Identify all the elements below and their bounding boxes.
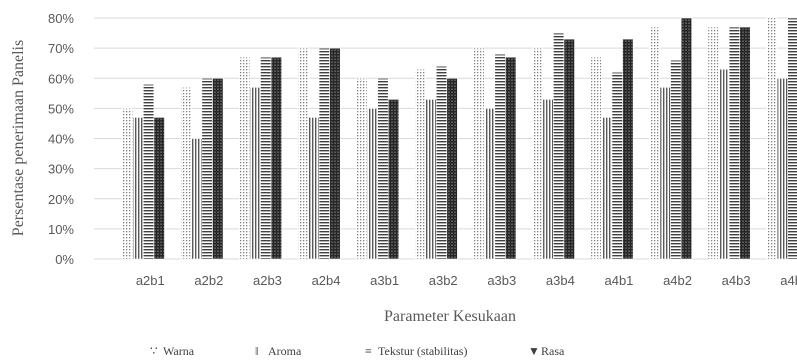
bar-aroma-a4b3 [718,68,730,260]
legend-item-warna: ∵ Warna [150,344,195,358]
bar-warna-a4b4 [766,17,778,260]
bar-rasa-a2b1 [153,117,165,260]
bar-aroma-a4b2 [659,86,671,260]
bar-aroma-a3b4 [542,99,554,260]
x-axis-title: Parameter Kesukaan [384,308,516,325]
legend-label: Warna [163,344,195,358]
y-axis-title: Persentase penerimaan Panelis [10,40,27,236]
bar-tekstur-a3b1 [377,77,389,260]
legend-swatch: ▼ [528,344,540,358]
bar-warna-a2b1 [121,108,133,260]
x-tick-label: a2b4 [312,273,341,288]
bar-warna-a4b1 [590,56,602,260]
bar-rasa-a4b1 [622,38,634,260]
bar-rasa-a3b3 [505,56,517,260]
bar-tekstur-a2b2 [201,77,213,260]
legend-label: Tekstur (stabilitas) [378,344,467,358]
legend-item-rasa: ▼ Rasa [528,344,565,358]
y-tick-label: 0% [55,252,74,267]
y-axis-ticks: 0% 10% 20% 30% 40% 50% 60% 70% 80% [48,11,74,267]
x-tick-label: a4b4 [780,273,797,288]
bar-warna-a3b4 [531,47,544,260]
x-tick-label: a4b3 [722,273,751,288]
x-axis-ticks: a2b1 a2b2 a2b3 a2b4 a3b1 a3b2 a3b3 a3b4 a4b1 a4b2… [136,273,797,288]
y-tick-label: 70% [48,41,74,56]
bar-tekstur-a3b4 [553,32,565,260]
legend-item-tekstur: ≡ Tekstur (stabilitas) [365,344,467,358]
legend-swatch: ‖ [255,344,258,358]
bar-tekstur-a2b4 [318,47,330,260]
bar-warna-a2b2 [180,86,192,260]
bar-rasa-a2b4 [329,47,341,260]
bar-rasa-a2b3 [270,56,282,260]
bar-rasa-a2b2 [212,77,224,260]
x-tick-label: a2b1 [136,273,165,288]
y-tick-label: 60% [48,71,74,86]
x-tick-label: a3b2 [429,273,458,288]
legend: ∵ Warna ‖ Aroma ≡ Tekstur (stabilitas) ▼ Rasa [150,344,565,358]
y-tick-label: 20% [48,192,74,207]
bar-aroma-a3b2 [425,99,437,260]
bar-rasa-a4b3 [739,26,751,260]
bar-rasa-a4b2 [680,17,693,260]
legend-label: Rasa [541,344,565,358]
bar-tekstur-a2b1 [142,83,155,260]
bar-warna-a4b2 [649,26,661,260]
x-tick-label: a4b1 [604,273,633,288]
bar-aroma-a2b2 [190,138,203,260]
bar-rasa-a3b4 [563,38,575,260]
bar-warna-a3b2 [414,68,426,260]
x-tick-label: a3b4 [546,273,575,288]
y-tick-label: 50% [48,101,74,116]
y-tick-label: 10% [48,222,74,237]
bar-aroma-a3b1 [366,108,378,260]
bar-aroma-a2b1 [132,117,144,260]
bar-tekstur-a4b1 [611,71,623,260]
bar-rasa-a3b2 [446,77,458,260]
y-tick-label: 80% [48,11,74,26]
bar-tekstur-a3b2 [435,65,448,260]
bar-aroma-a4b1 [601,117,613,260]
x-tick-label: a2b3 [253,273,282,288]
bar-aroma-a2b3 [249,86,261,260]
legend-item-aroma: ‖ Aroma [255,344,302,358]
bar-tekstur-a4b4 [787,17,797,260]
bar-aroma-a3b3 [483,108,496,260]
bar-warna-a3b3 [473,47,485,260]
bar-tekstur-a4b3 [728,26,741,260]
bar-tekstur-a4b2 [670,59,682,260]
bar-tekstur-a2b3 [260,56,272,260]
bar-warna-a4b3 [707,26,719,260]
y-tick-label: 40% [48,132,74,147]
x-tick-label: a4b2 [663,273,692,288]
bar-rasa-a3b1 [387,99,400,260]
bar-warna-a2b3 [238,56,251,260]
bar-tekstur-a3b3 [494,53,506,260]
legend-label: Aroma [268,344,302,358]
bar-warna-a2b4 [297,47,309,260]
bars [121,17,797,260]
bar-aroma-a4b4 [776,77,789,260]
bar-aroma-a2b4 [308,117,320,260]
bar-warna-a3b1 [356,77,368,260]
y-tick-label: 30% [48,162,74,177]
legend-swatch: ≡ [365,344,372,358]
legend-swatch: ∵ [150,344,158,358]
x-tick-label: a2b2 [194,273,223,288]
x-tick-label: a3b1 [370,273,399,288]
x-tick-label: a3b3 [487,273,516,288]
